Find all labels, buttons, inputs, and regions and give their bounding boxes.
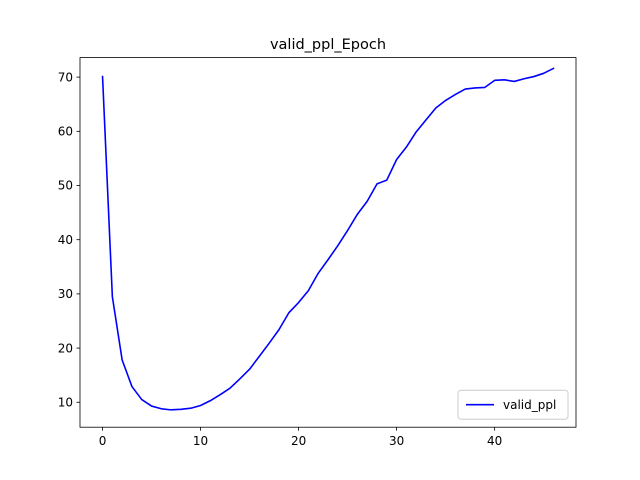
x-tick-label: 40 — [487, 434, 502, 448]
plot-area — [80, 57, 576, 428]
y-tick-label: 20 — [58, 341, 73, 355]
x-tick-label: 0 — [99, 434, 107, 448]
series-lines — [101, 67, 555, 411]
x-tick-label: 20 — [291, 434, 306, 448]
series-line-valid_ppl — [101, 67, 555, 411]
legend-box — [457, 389, 569, 420]
x-tick-label: 10 — [193, 434, 208, 448]
chart-title: valid_ppl_Epoch — [270, 37, 386, 53]
legend: valid_ppl — [457, 389, 569, 420]
y-tick-label: 50 — [58, 179, 73, 193]
y-tick-label: 70 — [58, 70, 73, 84]
legend-label: valid_ppl — [503, 398, 556, 412]
y-tick-label: 40 — [58, 233, 73, 247]
y-tick-label: 10 — [58, 395, 73, 409]
axes-frame — [79, 57, 577, 428]
y-tick-label: 60 — [58, 125, 73, 139]
axis-ticks: 0 10 20 30 40 10 20 30 40 50 60 70 — [58, 70, 503, 448]
y-tick-label: 30 — [58, 287, 73, 301]
x-tick-label: 30 — [389, 434, 404, 448]
